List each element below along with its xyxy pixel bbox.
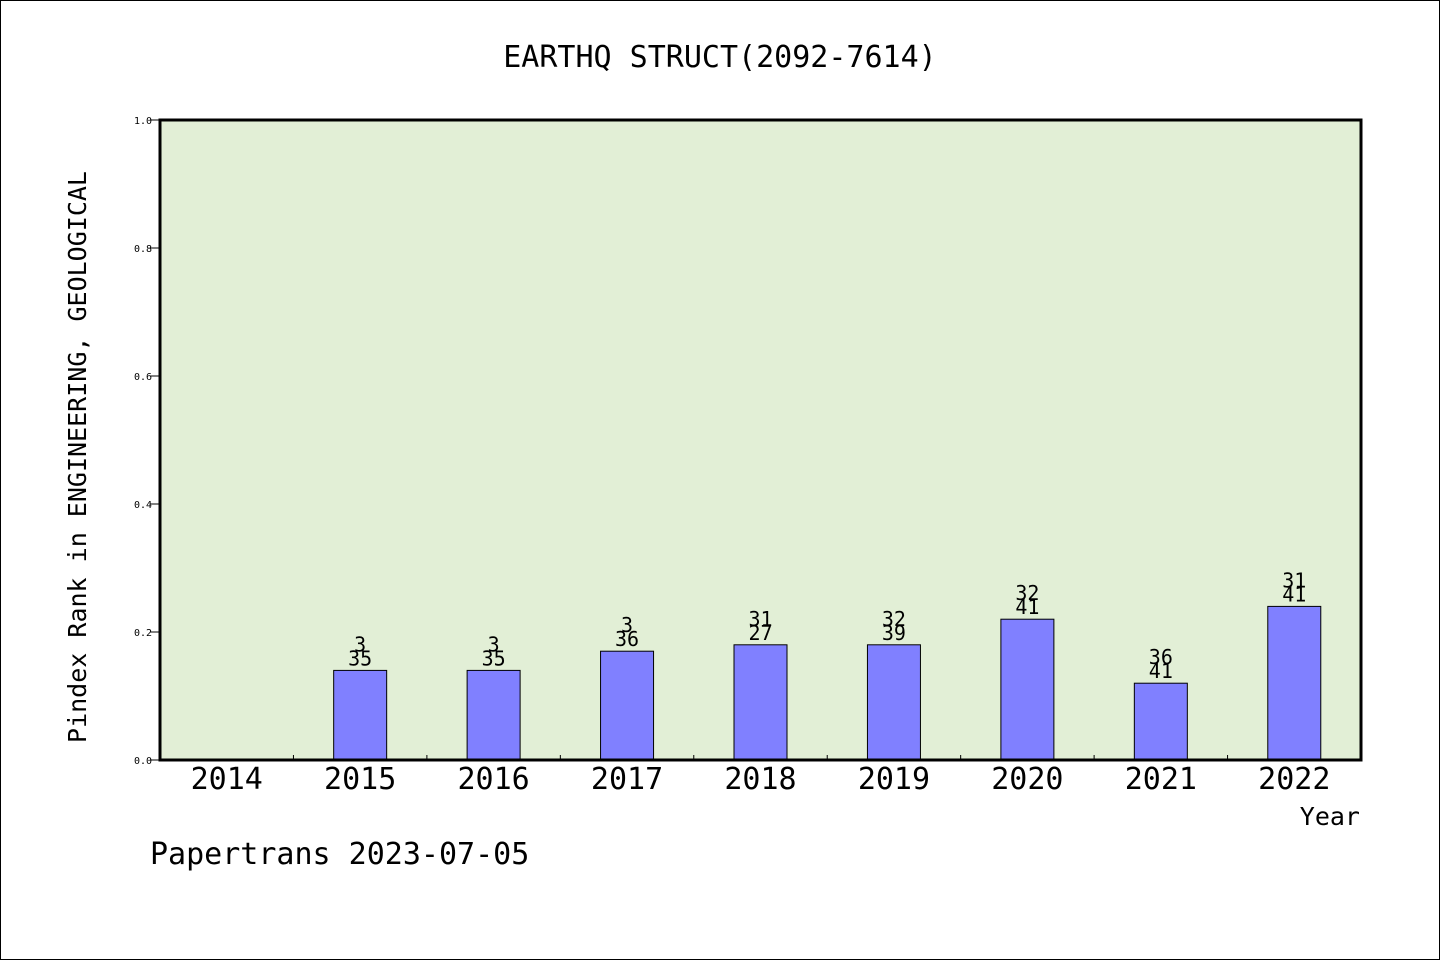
bar-label-bottom: 36 bbox=[615, 627, 639, 651]
bar-label-bottom: 35 bbox=[348, 646, 372, 670]
y-tick-label: 0.6 bbox=[134, 372, 152, 383]
bar-label-bottom: 41 bbox=[1015, 595, 1039, 619]
bar-label-top: 3 bbox=[488, 632, 500, 656]
x-tick-label: 2021 bbox=[1125, 762, 1197, 797]
x-tick-label: 2018 bbox=[724, 762, 796, 797]
y-tick-label: 1.0 bbox=[134, 116, 152, 127]
bar-label-bottom: 41 bbox=[1282, 582, 1306, 606]
y-tick-label: 0.0 bbox=[134, 756, 152, 767]
bar-label-top: 32 bbox=[882, 607, 906, 631]
chart-title: EARTHQ STRUCT(2092-7614) bbox=[503, 40, 936, 75]
x-axis: 2014 2015 2016 2017 2018 2019 2020 2021 2022 bbox=[191, 755, 1330, 797]
bar bbox=[600, 650, 655, 761]
bar-label-top: 31 bbox=[1282, 568, 1306, 592]
x-tick-label: 2014 bbox=[191, 762, 263, 797]
x-axis-label: Year bbox=[1300, 802, 1360, 831]
bar bbox=[333, 669, 388, 761]
bar-label-top: 3 bbox=[621, 613, 633, 637]
y-tick-label: 0.4 bbox=[134, 500, 152, 511]
bar-label-top: 36 bbox=[1149, 645, 1173, 669]
x-tick-label: 2022 bbox=[1258, 762, 1330, 797]
footer-text: Papertrans 2023-07-05 bbox=[150, 837, 529, 872]
bar bbox=[1133, 682, 1188, 761]
bar bbox=[733, 644, 788, 761]
bar-label-bottom: 39 bbox=[882, 621, 906, 645]
bars bbox=[333, 605, 1322, 761]
y-axis-label: Pindex Rank in ENGINEERING, GEOLOGICAL bbox=[63, 171, 92, 743]
bar bbox=[866, 644, 921, 761]
bar-label-bottom: 41 bbox=[1149, 659, 1173, 683]
y-axis: 0.0 0.2 0.4 0.6 0.8 1.0 bbox=[134, 116, 160, 767]
bar-label-top: 32 bbox=[1015, 581, 1039, 605]
x-tick-label: 2015 bbox=[324, 762, 396, 797]
x-tick-label: 2019 bbox=[858, 762, 930, 797]
bar bbox=[1000, 618, 1055, 761]
x-tick-label: 2016 bbox=[457, 762, 529, 797]
x-tick-label: 2017 bbox=[591, 762, 663, 797]
bar bbox=[1267, 605, 1322, 761]
bar-label-bottom: 27 bbox=[748, 621, 772, 645]
bar-label-top: 3 bbox=[354, 632, 366, 656]
x-tick-label: 2020 bbox=[991, 762, 1063, 797]
bar-label-top: 31 bbox=[748, 607, 772, 631]
bar-label-bottom: 35 bbox=[482, 646, 506, 670]
plot-border bbox=[158, 118, 1363, 762]
y-tick-label: 0.2 bbox=[134, 628, 152, 639]
bar bbox=[466, 669, 521, 761]
y-tick-label: 0.8 bbox=[134, 244, 152, 255]
